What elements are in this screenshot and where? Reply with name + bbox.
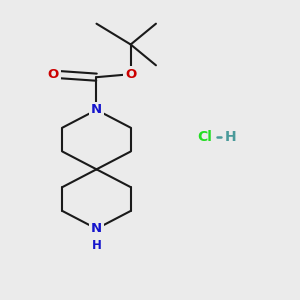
Text: N: N [91,103,102,116]
Text: H: H [92,238,101,252]
Text: H: H [224,130,236,144]
Text: Cl: Cl [197,130,212,144]
Text: O: O [48,68,59,81]
Text: N: N [91,222,102,235]
Text: O: O [125,68,136,81]
Text: N: N [91,222,102,235]
